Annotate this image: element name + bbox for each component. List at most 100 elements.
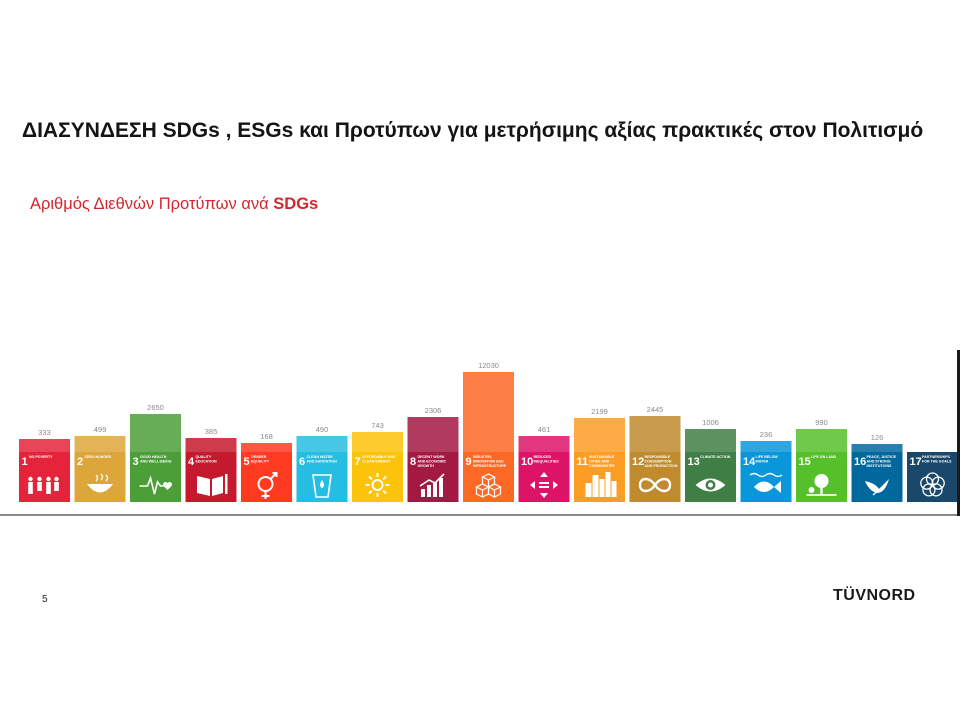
- tile-name-sdg-14: LIFE BELOW: [756, 455, 779, 459]
- value-label-sdg-4: 385: [205, 427, 218, 436]
- tree-icon: [806, 474, 837, 496]
- value-label-sdg-15: 990: [815, 418, 828, 427]
- tile-background-sdg-1: [19, 452, 70, 502]
- infinity-icon: [638, 477, 672, 493]
- sdg-bar-chart: 333 1 NO POVERTY 499 2 ZERO HUNGER 2650 3 GOOD H…: [0, 361, 960, 516]
- tile-number-sdg-4: 4: [188, 456, 195, 468]
- bar-sdg-13: [685, 429, 736, 452]
- tile-name-sdg-5: EQUALITY: [251, 460, 270, 464]
- bar-sdg-9: [463, 372, 514, 452]
- tile-name-sdg-12: CONSUMPTION: [645, 460, 672, 464]
- bar-sdg-2: [74, 436, 126, 452]
- value-label-sdg-14: 236: [760, 430, 773, 439]
- city-icon: [585, 472, 617, 497]
- tile-name-sdg-8: AND ECONOMIC: [418, 460, 447, 464]
- tile-background-sdg-2: [74, 452, 126, 502]
- tile-background-sdg-3: [130, 452, 181, 502]
- cubes-icon: [475, 473, 502, 498]
- sdg-tile-2: 499 2 ZERO HUNGER: [74, 425, 126, 502]
- tile-number-sdg-17: 17: [910, 456, 922, 468]
- growth-chart-icon: [419, 473, 445, 497]
- tile-number-sdg-12: 12: [632, 456, 644, 468]
- bar-sdg-8: [407, 417, 459, 452]
- tile-number-sdg-13: 13: [688, 456, 700, 468]
- tile-number-sdg-3: 3: [133, 456, 139, 468]
- tile-number-sdg-10: 10: [521, 456, 533, 468]
- dove-icon: [865, 479, 889, 496]
- bar-sdg-11: [574, 418, 625, 452]
- bar-sdg-4: [185, 438, 237, 452]
- value-label-sdg-12: 2445: [647, 405, 664, 414]
- tile-name-sdg-7: CLEAN ENERGY: [362, 460, 391, 464]
- water-icon: [312, 474, 332, 498]
- value-label-sdg-10: 461: [538, 425, 551, 434]
- sdg-tile-13: 1006 13 CLIMATE ACTION: [685, 418, 736, 502]
- bar-sdg-14: [740, 441, 792, 452]
- bar-sdg-6: [296, 436, 348, 452]
- sdg-tile-15: 990 15 LIFE ON LAND: [796, 418, 847, 502]
- value-label-sdg-6: 490: [316, 425, 329, 434]
- tile-name-sdg-11: SUSTAINABLE: [589, 455, 615, 459]
- tile-name-sdg-7: AFFORDABLE AND: [362, 455, 396, 459]
- tile-name-sdg-1: NO POVERTY: [29, 455, 53, 459]
- value-label-sdg-2: 499: [94, 425, 107, 434]
- tile-name-sdg-4: EDUCATION: [196, 460, 217, 464]
- tile-number-sdg-1: 1: [22, 456, 28, 468]
- book-icon: [197, 474, 228, 496]
- slide-edge-divider: [957, 350, 960, 516]
- tile-name-sdg-11: COMMUNITIES: [589, 464, 615, 468]
- tile-number-sdg-14: 14: [743, 456, 756, 468]
- bar-sdg-10: [518, 436, 570, 452]
- tile-name-sdg-9: INFRASTRUCTURE: [473, 464, 507, 468]
- bar-sdg-7: [352, 432, 403, 452]
- tile-background-sdg-12: [629, 452, 681, 502]
- value-label-sdg-3: 2650: [147, 403, 164, 412]
- tile-number-sdg-2: 2: [77, 456, 83, 468]
- tile-number-sdg-11: 11: [577, 456, 589, 468]
- tile-background-sdg-4: [185, 452, 237, 502]
- tile-name-sdg-16: INSTITUTIONS: [867, 464, 893, 468]
- sdg-tile-1: 333 1 NO POVERTY: [19, 428, 70, 502]
- tile-name-sdg-9: INNOVATION AND: [473, 460, 504, 464]
- value-label-sdg-16: 126: [871, 433, 884, 442]
- tile-name-sdg-9: INDUSTRY,: [473, 455, 492, 459]
- tile-background-sdg-17: [907, 452, 958, 502]
- tile-background-sdg-13: [685, 452, 736, 502]
- tile-name-sdg-16: AND STRONG: [867, 460, 891, 464]
- tile-name-sdg-6: AND SANITATION: [307, 460, 338, 464]
- bar-sdg-5: [241, 443, 292, 452]
- bar-sdg-16: [851, 444, 903, 452]
- tile-number-sdg-8: 8: [410, 456, 416, 468]
- tile-number-sdg-5: 5: [244, 456, 250, 468]
- bar-sdg-15: [796, 429, 847, 452]
- tile-background-sdg-6: [296, 452, 348, 502]
- tile-name-sdg-10: REDUCED: [534, 455, 552, 459]
- sdg-tile-9: 12030 9 INDUSTRY,INNOVATION ANDINFRASTRUCT…: [463, 361, 514, 502]
- page-number: 5: [42, 594, 48, 605]
- bowl-icon: [87, 473, 113, 493]
- tile-name-sdg-11: CITIES AND: [589, 460, 610, 464]
- tile-name-sdg-8: DECENT WORK: [418, 455, 446, 459]
- tile-name-sdg-17: PARTNERSHIPS: [922, 455, 950, 459]
- tile-name-sdg-4: QUALITY: [196, 455, 212, 459]
- tile-name-sdg-5: GENDER: [251, 455, 267, 459]
- tile-name-sdg-8: GROWTH: [418, 464, 435, 468]
- bar-sdg-1: [19, 439, 70, 452]
- tile-background-sdg-16: [851, 452, 903, 502]
- chart-subtitle: Αριθμός Διεθνών Προτύπων ανά SDGs: [30, 195, 318, 214]
- tuv-nord-logo: TÜVNORD: [833, 587, 916, 604]
- tile-number-sdg-16: 16: [854, 456, 866, 468]
- tile-name-sdg-3: GOOD HEALTH: [140, 455, 167, 459]
- equality-icon: [530, 472, 558, 498]
- bar-sdg-12: [629, 416, 681, 452]
